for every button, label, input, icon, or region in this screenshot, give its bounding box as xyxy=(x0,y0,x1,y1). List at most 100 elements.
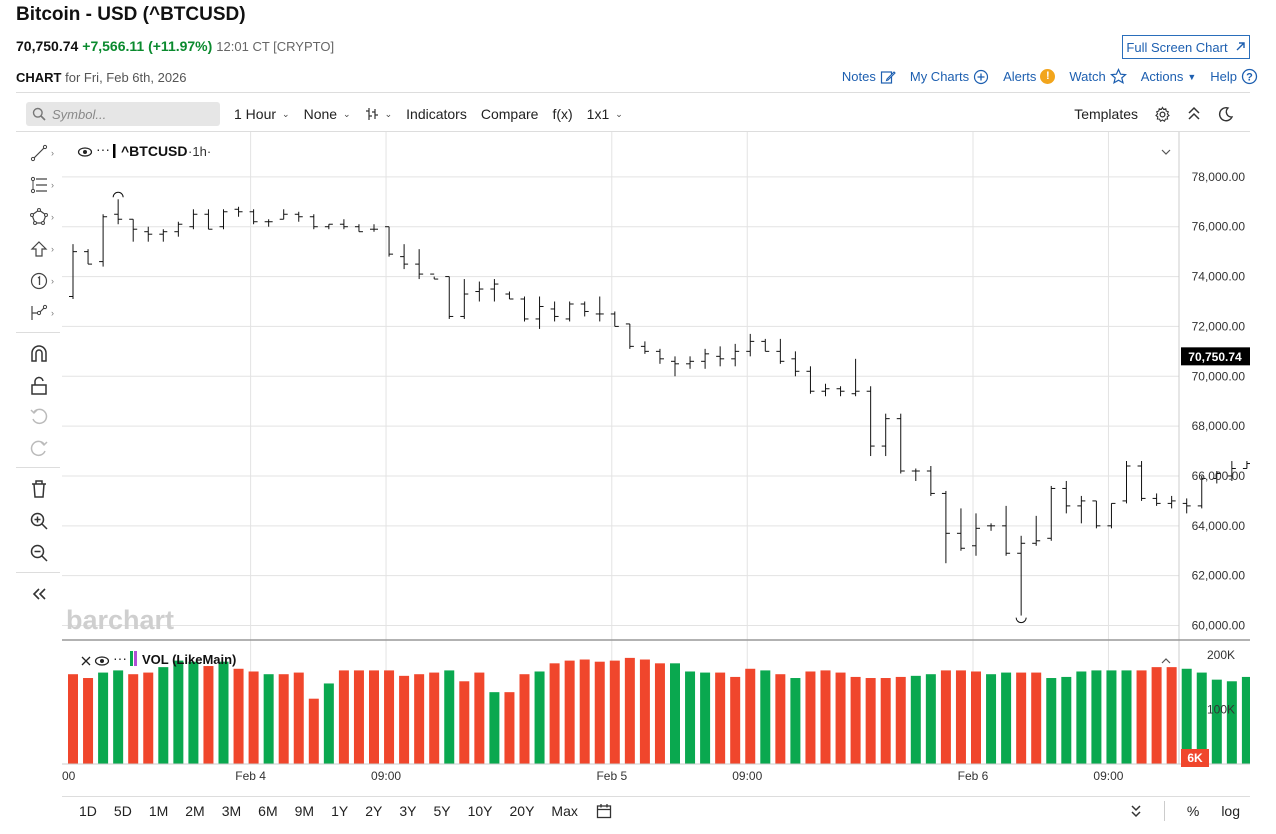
chevron-down-icon: ⌄ xyxy=(282,108,290,119)
notes-link[interactable]: Notes xyxy=(842,69,896,85)
chevron-down-icon[interactable] xyxy=(1161,149,1171,155)
trendline-tool[interactable]: › xyxy=(24,140,54,166)
volume-bar xyxy=(790,678,801,764)
eye-icon[interactable] xyxy=(77,147,93,157)
last-price-tag-label: 70,750.74 xyxy=(1188,350,1242,364)
more-options-icon[interactable]: ··· xyxy=(113,650,127,666)
axes: 78,000.00 76,000.00 74,000.00 72,000.00 70,0… xyxy=(62,132,1250,780)
last-price-tag xyxy=(1181,347,1250,366)
zoom-in-icon xyxy=(30,512,48,530)
volume-bar xyxy=(1076,671,1087,764)
ohlc-bar xyxy=(1227,461,1236,481)
price-chart[interactable]: barchart 78,000.00 76,000.00 74,000.00 72,0… xyxy=(62,132,1250,780)
calendar-icon[interactable] xyxy=(596,803,612,819)
ohlc-bar xyxy=(1182,498,1191,514)
annotation-number-tool[interactable]: › xyxy=(24,268,54,294)
collapse-sidebar-button[interactable] xyxy=(24,581,54,607)
time-tick-label: Feb 5 xyxy=(596,769,627,780)
range-button-max[interactable]: Max xyxy=(551,802,578,819)
range-button-1d[interactable]: 1D xyxy=(79,802,97,819)
range-button-2m[interactable]: 2M xyxy=(185,802,205,819)
measure-tool[interactable]: › xyxy=(24,300,54,326)
chevron-down-icon: ⌄ xyxy=(384,108,393,119)
range-button-10y[interactable]: 10Y xyxy=(467,802,493,819)
volume-last-tag xyxy=(1181,749,1209,767)
ohlc-bar xyxy=(1167,495,1176,509)
magnet-tool[interactable] xyxy=(24,341,54,367)
compare-button[interactable]: Compare xyxy=(481,106,539,122)
my-charts-link[interactable]: My Charts xyxy=(910,69,989,85)
gear-icon[interactable] xyxy=(1154,105,1171,123)
numbered-circle-icon xyxy=(30,272,48,290)
ohlc-bar xyxy=(941,490,950,564)
range-button-6m[interactable]: 6M xyxy=(258,802,278,819)
ohlc-bar xyxy=(821,383,830,397)
ohlc-bar xyxy=(1137,461,1146,501)
range-button-3m[interactable]: 3M xyxy=(221,802,242,819)
more-options-icon[interactable]: ··· xyxy=(96,141,110,157)
chevron-right-icon: › xyxy=(51,148,54,158)
bar-type-dropdown[interactable]: ⌄ xyxy=(365,107,393,121)
actions-menu[interactable]: Actions ▼ xyxy=(1141,69,1197,84)
templates-button[interactable]: Templates xyxy=(1074,106,1138,122)
dark-mode-moon-icon[interactable] xyxy=(1217,106,1234,123)
zoom-out-button[interactable] xyxy=(24,540,54,566)
range-button-20y[interactable]: 20Y xyxy=(509,802,535,819)
chart-label: CHART xyxy=(16,70,62,85)
symbol-search[interactable]: Symbol... xyxy=(26,102,220,126)
ohlc-bar xyxy=(1122,461,1131,504)
ohlc-bar xyxy=(1017,535,1026,616)
arrow-tool[interactable]: › xyxy=(24,236,54,262)
double-chevron-down-icon[interactable] xyxy=(1130,804,1142,818)
volume-bar xyxy=(293,672,304,764)
interval-dropdown[interactable]: 1 Hour ⌄ xyxy=(234,106,290,122)
study-dropdown[interactable]: None ⌄ xyxy=(304,106,351,122)
volume-bar xyxy=(564,660,575,764)
fibonacci-tool[interactable]: › xyxy=(24,172,54,198)
chevron-up-icon[interactable] xyxy=(1161,658,1171,664)
chevron-right-icon: › xyxy=(51,180,54,190)
ohlc-bar xyxy=(475,281,484,302)
ohlc-bar xyxy=(144,226,153,242)
volume-bar xyxy=(880,678,891,764)
range-button-9m[interactable]: 9M xyxy=(294,802,315,819)
range-button-3y[interactable]: 3Y xyxy=(399,802,417,819)
chevron-right-icon: › xyxy=(51,244,54,254)
volume-bar xyxy=(820,670,831,764)
percent-scale-toggle[interactable]: % xyxy=(1186,803,1200,819)
volume-bar xyxy=(850,676,861,764)
ohlc-bar xyxy=(926,466,935,496)
volume-bar xyxy=(369,670,379,764)
fx-button[interactable]: f(x) xyxy=(552,106,572,122)
zoom-in-button[interactable] xyxy=(24,508,54,534)
range-button-5d[interactable]: 5D xyxy=(113,802,132,819)
barchart-watermark: barchart xyxy=(66,605,174,635)
volume-bar xyxy=(519,674,530,764)
eye-icon[interactable] xyxy=(94,656,110,666)
high-marker xyxy=(112,191,124,198)
help-link[interactable]: Help ? xyxy=(1210,68,1258,85)
toolbar-right: Templates xyxy=(1074,97,1234,131)
collapse-chevrons-icon[interactable] xyxy=(1187,106,1201,122)
alerts-link[interactable]: Alerts ! xyxy=(1003,69,1056,84)
range-button-1y[interactable]: 1Y xyxy=(331,802,349,819)
ohlc-bar xyxy=(249,209,258,225)
watch-link[interactable]: Watch xyxy=(1069,68,1127,85)
shapes-tool[interactable]: › xyxy=(24,204,54,230)
volume-bar xyxy=(549,663,560,764)
indicators-button[interactable]: Indicators xyxy=(406,106,467,122)
lock-tool[interactable] xyxy=(24,373,54,399)
full-screen-chart-button[interactable]: Full Screen Chart xyxy=(1122,35,1250,59)
volume-tick-label: 100K xyxy=(1207,703,1235,717)
undo-button[interactable] xyxy=(24,404,54,430)
range-button-1m[interactable]: 1M xyxy=(148,802,169,819)
range-button-2y[interactable]: 2Y xyxy=(365,802,383,819)
redo-button[interactable] xyxy=(24,436,54,462)
close-icon[interactable] xyxy=(81,656,91,666)
alert-warning-icon: ! xyxy=(1040,69,1056,84)
range-button-5y[interactable]: 5Y xyxy=(433,802,451,819)
log-scale-toggle[interactable]: log xyxy=(1221,803,1240,819)
delete-drawings-button[interactable] xyxy=(24,476,54,502)
price-tick-label: 66,000.00 xyxy=(1192,469,1246,483)
layout-dropdown[interactable]: 1x1 ⌄ xyxy=(587,106,623,122)
